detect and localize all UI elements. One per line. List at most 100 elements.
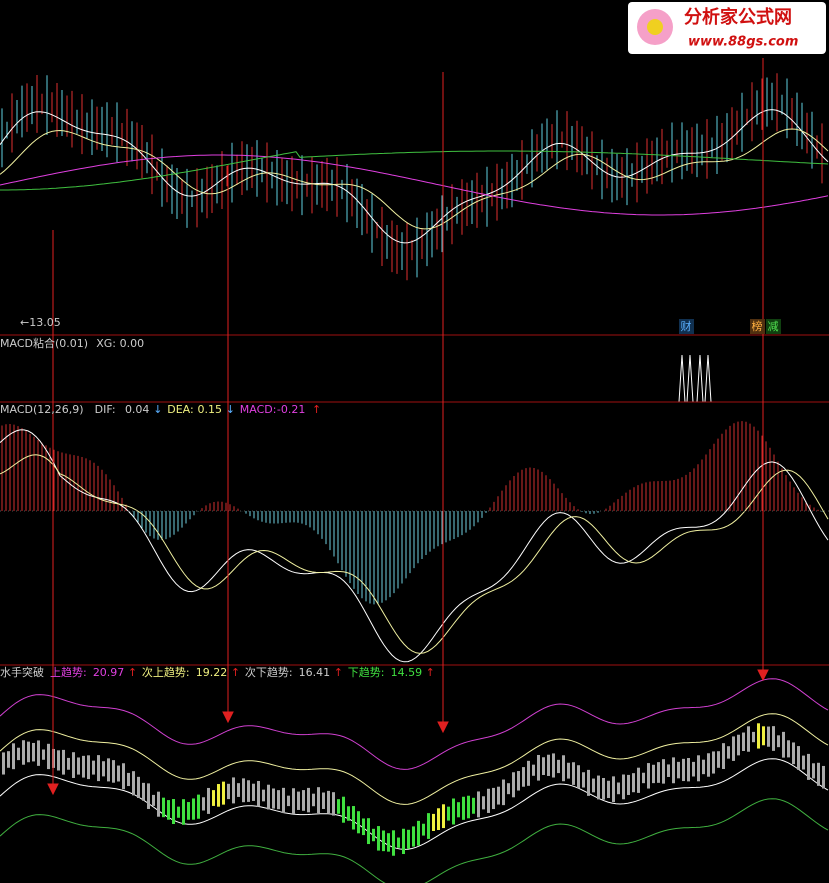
candle — [412, 826, 415, 847]
candle — [617, 782, 620, 795]
candle — [627, 774, 630, 795]
candle — [527, 760, 530, 786]
candle — [292, 788, 295, 814]
candle — [237, 783, 240, 797]
indicator-label: 上趋势: — [50, 666, 87, 679]
candle — [632, 773, 635, 793]
candle — [807, 753, 810, 780]
candle — [542, 757, 545, 775]
indicator-label: 次上趋势: — [142, 665, 190, 679]
candle — [677, 761, 680, 779]
candle — [387, 833, 390, 852]
candle — [252, 783, 255, 801]
candle — [262, 789, 265, 802]
candle — [822, 765, 825, 789]
candle — [142, 782, 145, 801]
curve — [0, 454, 829, 654]
candle — [507, 783, 510, 795]
marker-box — [679, 319, 694, 334]
indicator-label: XG: — [96, 337, 116, 350]
candle — [247, 780, 250, 802]
candle — [242, 778, 245, 803]
candle — [277, 790, 280, 810]
indicator-name: 水手突破 — [0, 665, 44, 679]
candle — [572, 762, 575, 785]
curve — [0, 128, 829, 230]
candle — [432, 813, 435, 832]
candle — [87, 755, 90, 780]
indicator-value: 0.15 — [198, 403, 223, 416]
candle — [152, 794, 155, 806]
curve — [0, 713, 829, 805]
curve — [0, 150, 829, 191]
candle — [502, 779, 505, 806]
candle — [767, 726, 770, 747]
indicator-value: -0.21 — [277, 403, 305, 416]
candle — [307, 787, 310, 813]
spike — [704, 354, 712, 403]
logo-url: www.88gs.com — [688, 35, 798, 50]
candle — [62, 749, 65, 775]
candle — [777, 735, 780, 748]
candle — [532, 764, 535, 776]
candle — [457, 802, 460, 818]
candle — [557, 759, 560, 774]
candle — [12, 743, 15, 770]
indicator-label: 下趋势: — [348, 666, 385, 679]
candle — [417, 820, 420, 846]
candle — [642, 772, 645, 784]
candle — [737, 734, 740, 756]
candle — [662, 759, 665, 784]
candle — [207, 787, 210, 814]
indicator-value: 0.04 — [125, 403, 150, 416]
candle — [497, 786, 500, 805]
candle — [597, 775, 600, 800]
candle — [622, 774, 625, 800]
candle — [717, 751, 720, 768]
indicator-arrow: ↓ — [153, 403, 162, 416]
candle — [192, 798, 195, 820]
candle — [402, 828, 405, 855]
candle — [707, 753, 710, 777]
candle — [347, 806, 350, 821]
candle — [447, 806, 450, 821]
marker: 榜 — [752, 319, 763, 333]
candle — [612, 776, 615, 803]
candle — [687, 758, 690, 782]
candle — [562, 755, 565, 782]
candle — [552, 753, 555, 778]
candle — [652, 764, 655, 784]
candle — [272, 788, 275, 809]
candle — [117, 765, 120, 782]
candle — [592, 778, 595, 793]
candle — [137, 776, 140, 798]
candle — [547, 754, 550, 776]
logo-box — [628, 2, 826, 54]
marker: 减 — [768, 320, 779, 333]
candle — [727, 746, 730, 759]
candle — [657, 762, 660, 783]
spike — [686, 354, 694, 403]
candle — [107, 758, 110, 782]
curve — [0, 798, 829, 883]
candle — [42, 749, 45, 760]
candle — [202, 797, 205, 811]
candle — [227, 783, 230, 800]
candle — [57, 750, 60, 771]
candle — [647, 763, 650, 789]
candle — [482, 796, 485, 810]
candle — [327, 790, 330, 814]
decoration — [0, 73, 829, 883]
curve — [0, 154, 829, 216]
candle — [697, 755, 700, 782]
curve — [0, 678, 829, 770]
candle — [577, 765, 580, 789]
candle — [517, 771, 520, 791]
indicator-arrow: ↑ — [128, 666, 137, 679]
candle — [752, 731, 755, 743]
candle — [72, 752, 75, 778]
candle — [602, 777, 605, 800]
candle — [27, 741, 30, 763]
candle — [472, 797, 475, 814]
